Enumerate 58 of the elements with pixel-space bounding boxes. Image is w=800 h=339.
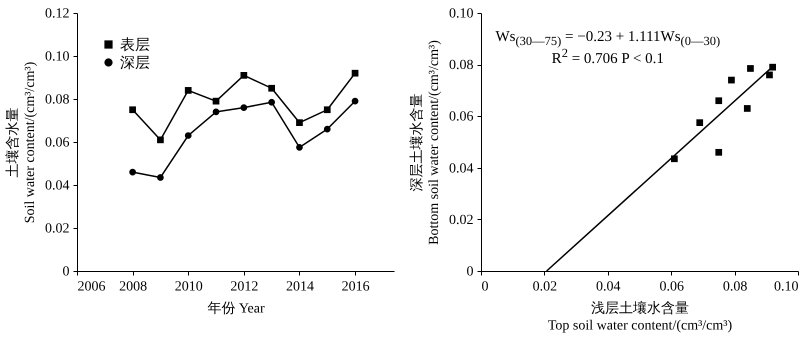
y-tick-label: 0.02 (449, 212, 474, 228)
legend-label: 表层 (120, 36, 150, 54)
x-tick-label: 0 (482, 280, 488, 294)
point (766, 72, 773, 78)
x-tick-label: 2008 (119, 280, 148, 294)
y-axis-title: 土壤含水量 Soil water content/(cm³/cm³) (5, 61, 38, 224)
point (324, 126, 331, 132)
point (240, 104, 248, 111)
point (296, 144, 303, 151)
y-tick-label: 0.08 (449, 58, 474, 74)
y-tick-label: 0.02 (45, 222, 70, 236)
x-tick-label: 0.08 (722, 280, 748, 294)
legend-label: 深层 (120, 54, 150, 72)
x-tick-label: 2006 (78, 280, 106, 294)
point (240, 72, 248, 79)
equation-text: R$^{2}$ = 0.706 P < 0.1 (552, 46, 664, 68)
x-tick-label: 2010 (174, 280, 203, 294)
point (129, 106, 136, 114)
point (352, 98, 358, 104)
point (184, 87, 192, 94)
point (352, 70, 358, 77)
point (129, 168, 136, 176)
x-axis-title: 浅层土壤水含量 Top soil water content/(cm³/cm³) (548, 300, 732, 334)
y-tick-label: 0.06 (45, 136, 70, 150)
point (696, 119, 704, 126)
point (157, 174, 164, 181)
x-tick-label: 2012 (230, 280, 258, 294)
y-tick-label: 0 (62, 264, 70, 280)
point (324, 106, 331, 114)
y-tick-label: 0.10 (45, 50, 70, 64)
x-tick-label: 0.02 (532, 280, 558, 294)
point (212, 108, 220, 116)
point (268, 84, 276, 92)
y-tick-label: 0.08 (45, 92, 70, 108)
point (728, 76, 735, 84)
equation-text: Ws$_{(30—75)}$ = −0.23 + 1.111Ws$_{(0—30)}$ (495, 28, 720, 48)
point (747, 65, 754, 72)
point (715, 148, 722, 156)
point (744, 105, 751, 112)
point (268, 98, 276, 106)
y-tick-label: 0.12 (45, 6, 70, 22)
point (715, 97, 722, 104)
y-tick-label: 0.04 (449, 161, 474, 176)
point (296, 119, 303, 126)
y-tick-label: 0.06 (449, 110, 474, 125)
x-tick-label: 2014 (286, 280, 314, 294)
y-tick-label: 0 (466, 264, 474, 280)
x-tick-label: 0.06 (659, 280, 684, 294)
point (157, 136, 164, 144)
x-tick-label: 0.04 (596, 280, 621, 294)
y-tick-label: 0.10 (449, 6, 474, 22)
x-tick-label: 2016 (342, 280, 370, 294)
y-tick-label: 0.04 (45, 178, 70, 194)
point (212, 98, 220, 105)
x-tick-label: 0.10 (774, 280, 798, 294)
y-axis-title: 深层土壤水含量 Bottom soil water content/(cm³/cm³) (409, 40, 442, 245)
point (184, 132, 192, 139)
x-axis-title: 年份 Year (207, 300, 265, 316)
